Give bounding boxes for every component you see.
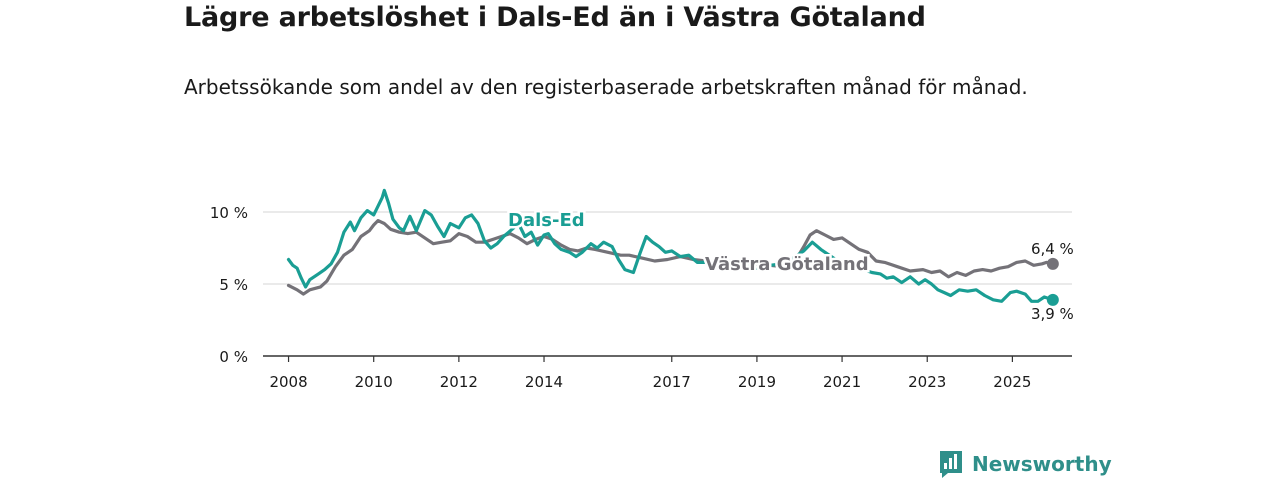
x-tick-label: 2010 [355,373,393,391]
chart-title: Lägre arbetslöshet i Dals-Ed än i Västra… [184,2,926,33]
x-tick-label: 2014 [525,373,563,391]
x-tick-label: 2023 [908,373,946,391]
brand-logo: Newsworthy [938,449,1112,479]
series-label-vastra-gotaland: Västra Götaland [705,254,869,275]
chart-subtitle: Arbetssökande som andel av den registerb… [184,75,1028,99]
x-tick-label: 2008 [269,373,307,391]
end-label-vastra-gotaland: 6,4 % [1031,240,1074,258]
x-tick-label: 2021 [823,373,861,391]
series-label-dals-ed: Dals-Ed [508,210,585,231]
x-tick-label: 2025 [993,373,1031,391]
x-tick-label: 2017 [653,373,691,391]
y-tick-label: 0 % [219,348,248,366]
y-tick-label: 5 % [219,276,248,294]
x-tick-label: 2019 [738,373,776,391]
series-end-point-dals-ed [1046,293,1059,306]
y-tick-label: 10 % [210,204,248,222]
series-line-dals-ed [286,188,1055,303]
series-end-point-vastra-gotaland [1046,257,1059,270]
end-label-dals-ed: 3,9 % [1031,305,1074,323]
newsworthy-logo-icon [940,451,962,478]
series-line-vastra-gotaland [286,219,1055,296]
brand-name: Newsworthy [972,452,1112,476]
x-tick-label: 2012 [440,373,478,391]
